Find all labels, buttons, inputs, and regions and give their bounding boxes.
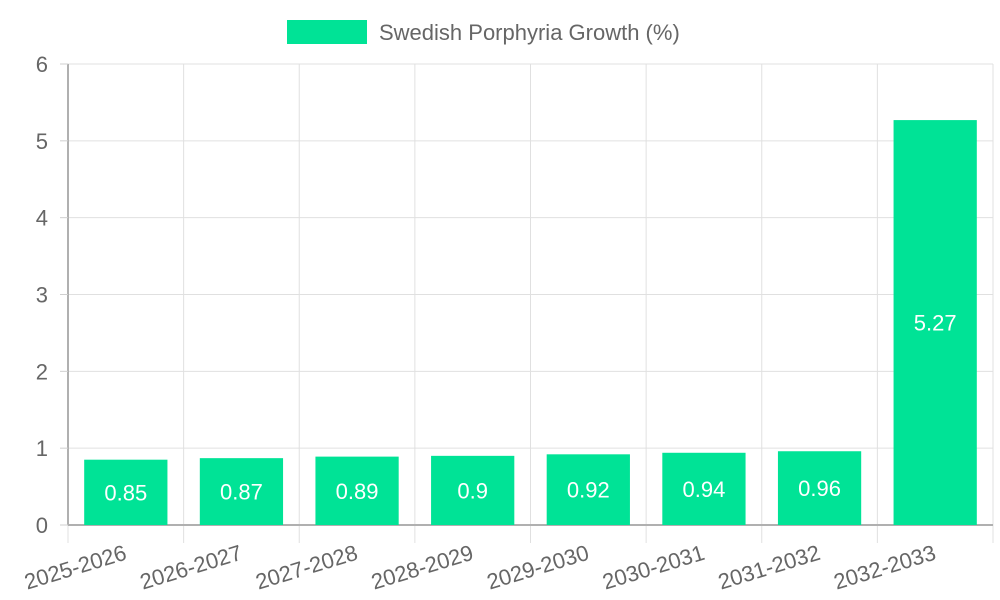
x-tick-label: 2026-2027 <box>137 540 245 595</box>
y-tick-label: 3 <box>36 283 48 308</box>
bar-value-label: 0.89 <box>336 479 379 504</box>
legend: Swedish Porphyria Growth (%) <box>287 20 680 45</box>
bar <box>662 452 746 525</box>
data-labels: 0.85 0.87 0.89 0.9 0.92 0.94 0.96 5.27 <box>104 311 956 506</box>
x-tick-label: 2028-2029 <box>368 540 476 595</box>
bar-value-label: 0.92 <box>567 478 610 503</box>
y-tick-label: 5 <box>36 129 48 154</box>
bar-value-label: 0.96 <box>798 476 841 501</box>
bar-value-label: 0.94 <box>683 477 726 502</box>
x-tick-label: 2032-2033 <box>831 540 939 595</box>
x-tick-label: 2030-2031 <box>599 540 707 595</box>
legend-swatch <box>287 20 367 44</box>
grid <box>67 63 994 543</box>
bar-value-label: 5.27 <box>914 311 957 336</box>
bar <box>546 454 630 525</box>
bar <box>199 458 284 525</box>
y-tick-label: 2 <box>36 359 48 384</box>
x-axis-ticks: 2025-2026 2026-2027 2027-2028 2028-2029 2029… <box>21 540 938 595</box>
bar <box>84 459 168 525</box>
bar-value-label: 0.9 <box>457 478 488 503</box>
x-tick-label: 2031-2032 <box>715 540 823 595</box>
bar <box>893 120 977 526</box>
y-tick-label: 0 <box>36 513 48 538</box>
x-tick-label: 2029-2030 <box>484 540 592 595</box>
bar-value-label: 0.87 <box>220 480 263 505</box>
bar-value-label: 0.85 <box>104 480 147 505</box>
bars <box>84 120 977 526</box>
bar <box>315 456 399 525</box>
y-tick-label: 6 <box>36 52 48 77</box>
y-tick-label: 4 <box>36 206 48 231</box>
bar <box>431 455 515 525</box>
legend-label: Swedish Porphyria Growth (%) <box>379 20 680 45</box>
x-tick-label: 2025-2026 <box>21 540 129 595</box>
x-tick-label: 2027-2028 <box>253 540 361 595</box>
y-axis-ticks: 0 1 2 3 4 5 6 <box>36 52 68 538</box>
bar <box>777 451 862 525</box>
y-tick-label: 1 <box>36 436 48 461</box>
